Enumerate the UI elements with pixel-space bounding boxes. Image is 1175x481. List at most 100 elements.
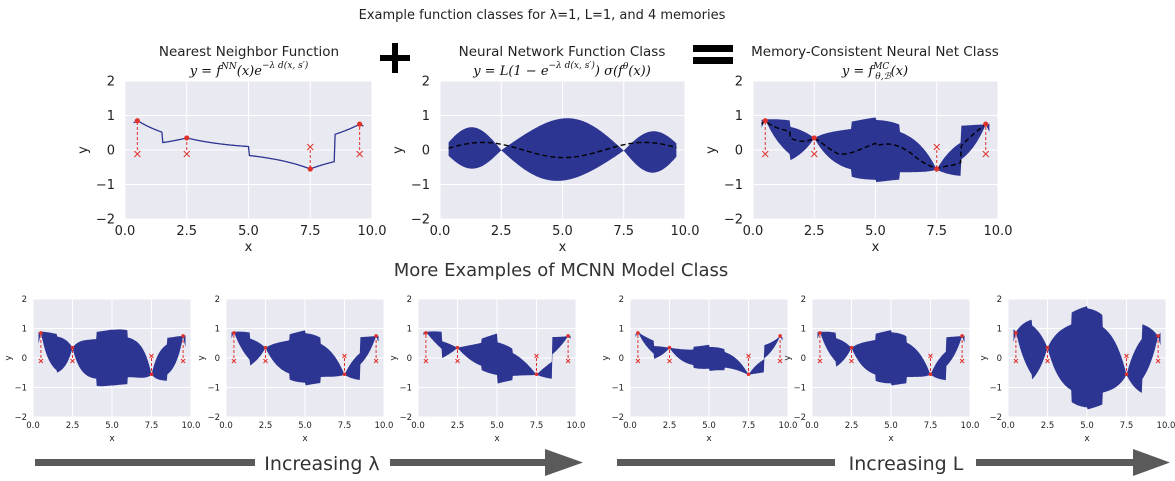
x-tick-label: 5.0 (702, 421, 716, 431)
memory-input-marker (231, 358, 237, 364)
arrow-label-lambda: Increasing λ (264, 453, 379, 475)
y-tick-label: −1 (399, 384, 412, 394)
plot-area (133, 118, 364, 172)
x-tick-label: 10.0 (671, 224, 700, 239)
x-tick-label: 10.0 (984, 224, 1013, 239)
y-tick-label: 0 (215, 354, 220, 364)
y-tick-label: 2 (215, 295, 220, 305)
x-tick-label: 0.0 (219, 421, 233, 431)
function-class-band (1013, 306, 1161, 410)
memory-input-marker (38, 358, 44, 364)
x-tick-label: 7.5 (613, 224, 634, 239)
x-tick-label: 10.0 (358, 224, 387, 239)
x-tick-label: 0.0 (743, 224, 764, 239)
memory-point (778, 334, 782, 338)
memory-point (960, 334, 964, 338)
formula-mcnn: y = fMC θ,ℬ(x) (841, 62, 908, 82)
memory-input-marker (306, 143, 314, 151)
x-tick-label: 0.0 (26, 421, 40, 431)
y-tick-label: −1 (793, 384, 806, 394)
chart-lam2: 0.0 2.5 5.0 7.5 10.0 −2 −1 0 1 2 x y (197, 295, 393, 444)
y-axis-label: y (197, 355, 207, 361)
y-tick-label: −1 (611, 384, 624, 394)
x-tick-label: 2.5 (1041, 421, 1055, 431)
plot-area (817, 330, 965, 386)
y-tick-label: −2 (411, 213, 430, 228)
y-tick-label: −1 (14, 384, 27, 394)
chart-mcnn: 0.0 2.5 5.0 7.5 10.0 −2 −1 0 1 2 x y (704, 75, 1012, 256)
x-tick-label: 10.0 (182, 421, 201, 431)
x-tick-label: 7.5 (300, 224, 321, 239)
x-tick-label: 2.5 (259, 421, 273, 431)
function-class-band (38, 329, 186, 387)
y-tick-label: 1 (107, 109, 115, 124)
plus-operator (380, 43, 410, 73)
arrow-label-L: Increasing L (849, 453, 964, 475)
x-tick-label: 5.0 (884, 421, 898, 431)
y-tick-label: 2 (407, 295, 412, 305)
y-tick-label: 2 (107, 75, 115, 90)
y-tick-label: 1 (619, 325, 624, 335)
y-tick-label: 0 (801, 354, 806, 364)
y-tick-label: 2 (619, 295, 624, 305)
memory-input-marker (959, 358, 965, 364)
memory-input-marker (423, 358, 429, 364)
sample-function-line (448, 141, 677, 159)
function-class-band (635, 332, 783, 375)
x-tick-label: 2.5 (66, 421, 80, 431)
x-tick-label: 0.0 (411, 421, 425, 431)
memory-input-marker (761, 150, 769, 158)
x-axis-label: x (245, 240, 253, 255)
arrow-increasing-lambda (35, 449, 583, 476)
plot-area (448, 118, 677, 181)
x-tick-label: 5.0 (238, 224, 259, 239)
memory-point (39, 331, 43, 335)
memory-input-marker (1124, 353, 1129, 359)
memory-point (342, 372, 347, 377)
y-axis-label: y (979, 355, 989, 361)
y-tick-label: 1 (22, 325, 27, 335)
x-tick-label: 5.0 (105, 421, 119, 431)
nn-function-line (133, 120, 364, 170)
y-tick-label: 2 (997, 295, 1002, 305)
y-tick-label: 0 (107, 144, 115, 159)
memory-input-marker (849, 358, 854, 364)
x-axis-label: x (872, 240, 880, 255)
y-tick-label: 0 (997, 354, 1002, 364)
memory-point (149, 372, 154, 377)
y-tick-label: 1 (407, 325, 412, 335)
memory-input-marker (263, 358, 268, 364)
y-tick-label: 0 (422, 144, 430, 159)
plot-area (423, 331, 571, 384)
x-tick-label: 0.0 (805, 421, 819, 431)
memory-point (134, 118, 140, 124)
memory-point (667, 345, 672, 350)
x-tick-label: 5.0 (1080, 421, 1094, 431)
memory-point (1124, 372, 1129, 377)
function-class-band (448, 118, 677, 181)
x-tick-label: 5.0 (865, 224, 886, 239)
memory-point (357, 121, 363, 127)
memory-input-marker (70, 358, 75, 364)
y-tick-label: 0 (619, 354, 624, 364)
y-tick-label: 2 (22, 295, 27, 305)
y-tick-label: 0 (22, 354, 27, 364)
x-tick-label: 5.0 (298, 421, 312, 431)
y-tick-label: −2 (399, 413, 412, 423)
x-tick-label: 10.0 (1157, 421, 1175, 431)
formula-nnet: y = L(1 − e−λ d(x, s′)) σ(fθ(x)) (472, 60, 651, 79)
memory-point (263, 345, 268, 350)
x-tick-label: 2.5 (176, 224, 197, 239)
x-tick-label: 5.0 (552, 224, 573, 239)
x-axis-label: x (109, 434, 115, 444)
y-axis-label: y (601, 355, 611, 361)
memory-point (1045, 345, 1050, 350)
memory-point (746, 372, 751, 377)
x-tick-label: 2.5 (845, 421, 859, 431)
y-axis-label: y (391, 146, 406, 154)
plot-area (635, 331, 783, 377)
memory-input-marker (982, 150, 990, 158)
section-title: More Examples of MCNN Model Class (394, 260, 728, 281)
memory-point (307, 166, 313, 172)
y-axis-label: y (704, 146, 719, 154)
